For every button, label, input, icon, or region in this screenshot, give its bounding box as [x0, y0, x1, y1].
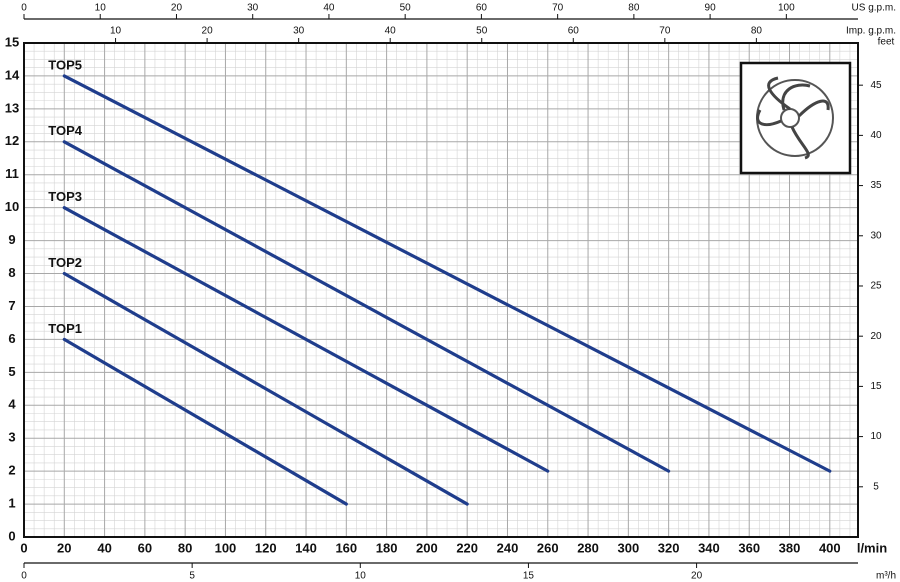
top-tick-label: 40 [385, 26, 397, 37]
x-tick-label: 380 [779, 540, 801, 555]
x-tick-label: 100 [215, 540, 237, 555]
right-tick-label: 10 [870, 431, 882, 442]
x-tick-label: 140 [295, 540, 317, 555]
top-axis-label: US g.p.m. [852, 3, 896, 14]
right-tick-label: 40 [870, 130, 882, 141]
bottom-tick-label: 10 [355, 571, 367, 582]
y-tick-label: 3 [8, 430, 15, 445]
y-tick-label: 10 [5, 199, 19, 214]
y-tick-label: 5 [8, 364, 15, 379]
right-tick-label: 45 [870, 80, 882, 91]
x-tick-label: 400 [819, 540, 841, 555]
top-tick-label: 80 [628, 3, 640, 14]
top-tick-label: 10 [95, 3, 107, 14]
x-tick-label: 260 [537, 540, 559, 555]
x-tick-label: 340 [698, 540, 720, 555]
x-tick-label: 80 [178, 540, 192, 555]
right-tick-label: 25 [870, 281, 882, 292]
x-tick-label: 120 [255, 540, 277, 555]
y-tick-label: 15 [5, 34, 19, 49]
x-tick-label: 0 [20, 540, 27, 555]
x-tick-label: 160 [335, 540, 357, 555]
right-tick-label: 35 [870, 180, 882, 191]
series-label: TOP3 [48, 189, 82, 204]
top-tick-label: 80 [751, 26, 763, 37]
y-tick-label: 9 [8, 232, 15, 247]
x-tick-label: 320 [658, 540, 680, 555]
bottom-tick-label: 20 [691, 571, 703, 582]
top-tick-label: 10 [110, 26, 122, 37]
x-tick-label: 180 [376, 540, 398, 555]
x-tick-label: 280 [577, 540, 599, 555]
top-tick-label: 30 [247, 3, 259, 14]
right-tick-label: 15 [870, 381, 882, 392]
top-tick-label: 20 [171, 3, 183, 14]
x-axis-label: l/min [857, 540, 887, 555]
y-tick-label: 12 [5, 133, 19, 148]
curve [62, 271, 469, 506]
impeller-icon [739, 61, 852, 175]
right-tick-label: 5 [873, 481, 879, 492]
x-tick-label: 40 [97, 540, 111, 555]
y-tick-label: 0 [8, 528, 15, 543]
top-tick-label: 60 [476, 3, 488, 14]
bottom-tick-label: 5 [189, 571, 195, 582]
curve [62, 206, 550, 473]
y-tick-label: 13 [5, 100, 19, 115]
y-tick-label: 11 [5, 166, 19, 181]
y-tick-label: 14 [5, 67, 20, 82]
y-tick-label: 6 [8, 331, 15, 346]
top-tick-label: 70 [659, 26, 671, 37]
top-tick-label: 0 [21, 3, 27, 14]
series-label: TOP1 [48, 321, 82, 336]
bottom-axis-label: m³/h [876, 571, 896, 582]
bottom-tick-label: 15 [523, 571, 535, 582]
x-tick-label: 360 [738, 540, 760, 555]
top-tick-label: 50 [400, 3, 412, 14]
curve [62, 74, 832, 473]
y-tick-label: 2 [8, 463, 15, 478]
top-tick-label: 30 [293, 26, 305, 37]
y-tick-label: 7 [8, 298, 15, 313]
right-tick-label: 20 [870, 331, 882, 342]
x-tick-label: 200 [416, 540, 438, 555]
top-tick-label: 60 [568, 26, 580, 37]
plot: 0 20 40 60 80 100 120 140 160 180 200 220 240 260 280 3… [5, 3, 896, 582]
x-tick-label: 60 [138, 540, 152, 555]
bottom-tick-label: 0 [21, 571, 27, 582]
y-tick-label: 8 [8, 265, 15, 280]
curve [62, 140, 671, 473]
x-tick-label: 20 [57, 540, 71, 555]
x-tick-label: 220 [456, 540, 478, 555]
top-tick-label: 20 [202, 26, 214, 37]
series-label: TOP2 [48, 255, 82, 270]
series-label: TOP5 [48, 57, 82, 72]
x-tick-label: 300 [617, 540, 639, 555]
top-tick-label: 40 [323, 3, 335, 14]
series-label: TOP4 [48, 123, 82, 138]
right-tick-label: 30 [870, 230, 882, 241]
x-tick-label: 240 [497, 540, 519, 555]
y-tick-label: 4 [8, 397, 16, 412]
top-tick-label: 50 [476, 26, 488, 37]
right-axis-label: feet [878, 37, 895, 48]
top-tick-label: 100 [778, 3, 795, 14]
top-tick-label: 90 [705, 3, 717, 14]
top-axis-label: Imp. g.p.m. [846, 26, 896, 37]
curve [62, 337, 348, 506]
y-tick-label: 1 [8, 496, 15, 511]
top-tick-label: 70 [552, 3, 564, 14]
